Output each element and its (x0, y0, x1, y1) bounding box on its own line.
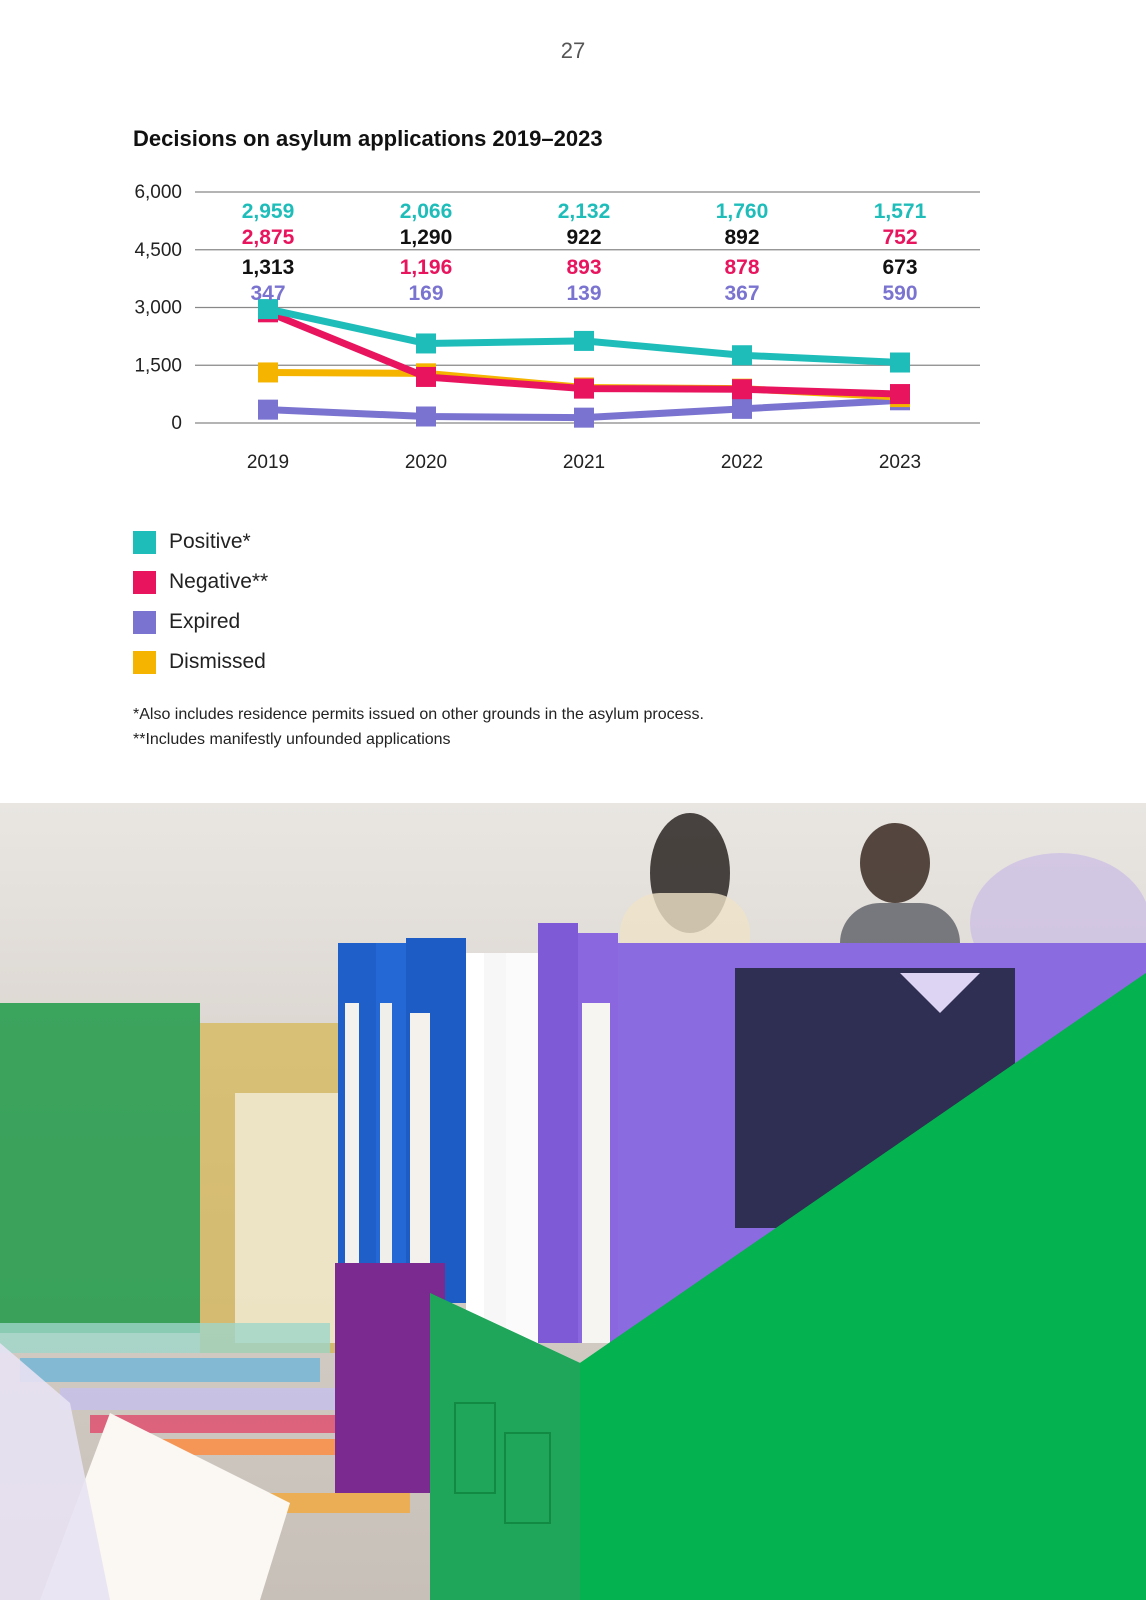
legend-label-dismissed: Dismissed (169, 650, 266, 673)
x-tick-label: 2022 (721, 452, 763, 473)
y-tick-label: 4,500 (134, 240, 182, 261)
data-label: 2,132 (558, 200, 611, 223)
legend-swatch-negative (133, 570, 156, 594)
data-label: 2,066 (400, 200, 453, 223)
data-point (890, 352, 910, 373)
data-point (258, 362, 278, 383)
data-label: 1,196 (400, 256, 453, 279)
data-label: 367 (724, 282, 759, 305)
data-label: 1,290 (400, 226, 453, 249)
data-label: 590 (882, 282, 917, 305)
photo-binders-in-magazine-files (0, 803, 1146, 1600)
data-label: 893 (566, 256, 601, 279)
data-label: 1,571 (874, 200, 927, 223)
legend-item-positive: Positive* (133, 522, 268, 562)
data-point (416, 406, 436, 427)
data-label: 892 (724, 226, 759, 249)
data-point (732, 379, 752, 400)
data-label: 673 (882, 256, 917, 279)
y-tick-label: 0 (171, 413, 182, 434)
legend-item-negative: Negative** (133, 562, 268, 602)
data-label: 347 (250, 282, 285, 305)
data-label: 169 (408, 282, 443, 305)
y-tick-label: 1,500 (134, 355, 182, 376)
page-number: 27 (560, 38, 586, 63)
data-label: 2,875 (242, 226, 295, 249)
y-tick-label: 3,000 (134, 298, 182, 319)
legend-label-negative: Negative** (169, 570, 269, 593)
data-label: 1,313 (242, 256, 295, 279)
data-point (416, 333, 436, 354)
legend-swatch-positive (133, 530, 156, 554)
data-point (732, 345, 752, 366)
footnotes: *Also includes residence permits issued … (133, 702, 704, 752)
data-point (732, 398, 752, 419)
line-chart: 6,000 4,500 3,000 1,500 0 2019 2020 2021 2022 202… (134, 182, 980, 473)
data-label: 922 (566, 226, 601, 249)
data-label: 878 (724, 256, 759, 279)
data-label: 752 (882, 226, 917, 249)
x-tick-label: 2021 (563, 452, 605, 473)
data-label: 139 (566, 282, 601, 305)
data-point (416, 366, 436, 387)
y-tick-label: 6,000 (134, 182, 182, 203)
x-tick-label: 2023 (879, 452, 921, 473)
data-label: 1,760 (716, 200, 769, 223)
data-point (258, 299, 278, 320)
footnote-1: *Also includes residence permits issued … (133, 706, 704, 723)
footnote-2: **Includes manifestly unfounded applicat… (133, 731, 451, 748)
data-point (890, 384, 910, 405)
legend-swatch-expired (133, 610, 156, 634)
legend-item-dismissed: Dismissed (133, 642, 268, 682)
data-label: 2,959 (242, 200, 295, 223)
chart-title: Decisions on asylum applications 2019–20… (133, 126, 603, 151)
x-tick-label: 2020 (405, 452, 447, 473)
data-point (574, 330, 594, 351)
legend-label-expired: Expired (169, 610, 241, 633)
data-point (258, 399, 278, 420)
data-point (574, 407, 594, 428)
data-point (574, 378, 594, 399)
chart-legend: Positive* Negative** Expired Dismissed (133, 522, 268, 682)
legend-swatch-dismissed (133, 650, 156, 674)
x-tick-label: 2019 (247, 452, 289, 473)
legend-item-expired: Expired (133, 602, 268, 642)
legend-label-positive: Positive* (169, 530, 251, 553)
